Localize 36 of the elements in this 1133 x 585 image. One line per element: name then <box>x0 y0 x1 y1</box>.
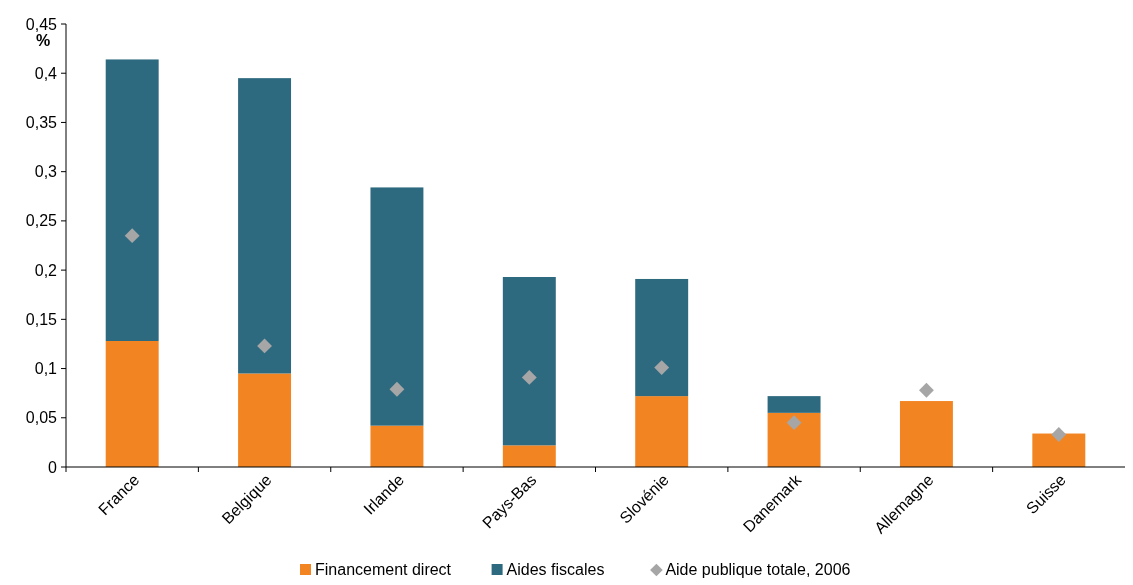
bar <box>767 396 821 413</box>
y-tick-label: 0,25 <box>25 212 58 230</box>
point <box>124 228 140 244</box>
y-tick-label: 0 <box>48 458 58 476</box>
y-tick-label: 0,15 <box>25 310 58 328</box>
y-tick-label: 0,3 <box>34 163 58 181</box>
bar <box>502 445 556 467</box>
legend-label: Aides fiscales <box>506 561 605 578</box>
bar <box>370 187 424 426</box>
bar <box>502 277 556 446</box>
y-tick-label: 0,1 <box>34 360 58 378</box>
y-axis-title: % <box>36 32 51 49</box>
y-tick-label: 0,4 <box>34 64 58 82</box>
point <box>1051 427 1067 442</box>
bar <box>635 278 689 397</box>
bar <box>767 412 821 467</box>
y-tick-label: 0,05 <box>25 409 58 427</box>
bar <box>635 396 689 467</box>
point <box>521 370 537 385</box>
bar <box>238 78 292 374</box>
y-tick-label: 0,45 <box>25 15 58 33</box>
bar <box>370 425 424 467</box>
legend-label: Financement direct <box>315 561 452 578</box>
point <box>389 381 405 397</box>
y-tick-label: 0,35 <box>25 114 58 132</box>
bar <box>899 401 953 467</box>
bar <box>238 373 292 467</box>
legend-label: Aide publique totale, 2006 <box>665 561 851 578</box>
point <box>919 382 934 398</box>
point <box>257 338 272 354</box>
point <box>654 360 670 375</box>
bar <box>1032 433 1086 467</box>
point <box>786 415 802 431</box>
bar <box>105 59 159 341</box>
bar <box>105 340 159 467</box>
y-tick-label: 0,2 <box>34 261 58 279</box>
